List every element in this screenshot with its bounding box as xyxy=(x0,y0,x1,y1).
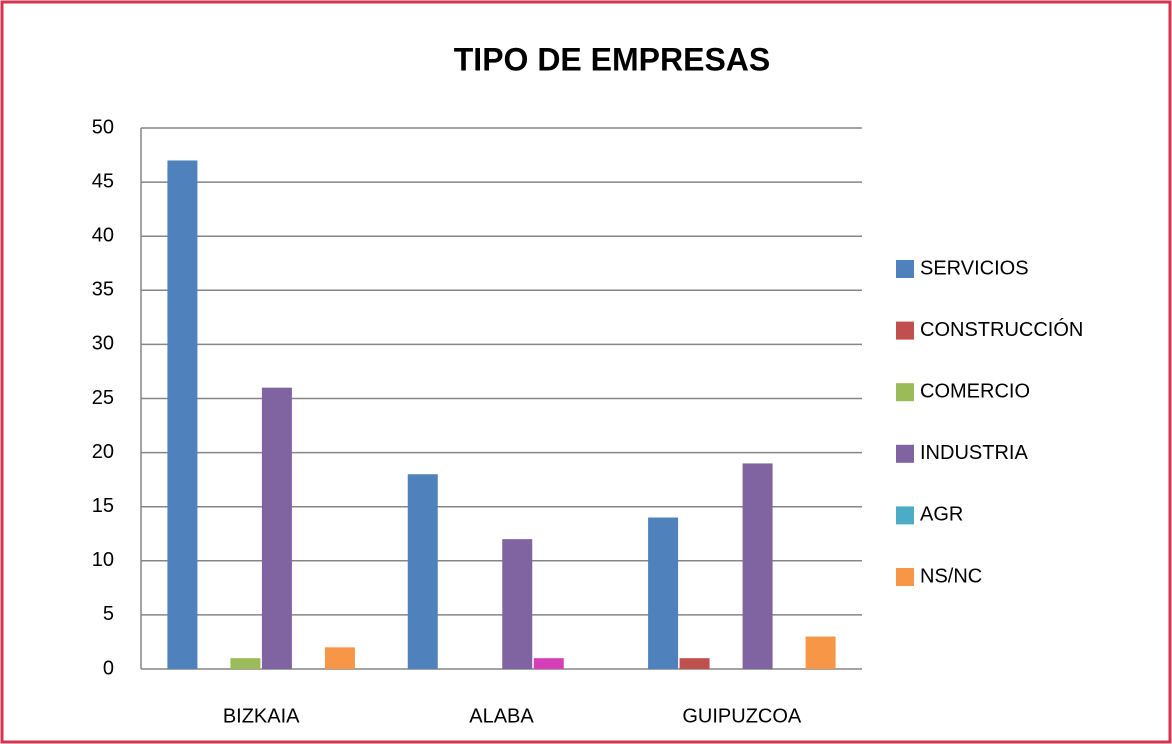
y-tick-label: 50 xyxy=(92,116,114,138)
legend-label: SERVICIOS xyxy=(920,257,1029,279)
bar xyxy=(533,658,564,669)
bar xyxy=(167,160,198,669)
bar xyxy=(261,387,292,669)
y-tick-label: 45 xyxy=(92,170,114,192)
chart-title: TIPO DE EMPRESAS xyxy=(454,41,771,77)
bar xyxy=(407,474,438,669)
legend-label: AGR xyxy=(920,504,963,526)
legend-label: NS/NC xyxy=(920,565,982,587)
y-tick-label: 0 xyxy=(103,657,114,679)
y-tick-label: 30 xyxy=(92,333,114,355)
legend-swatch xyxy=(896,321,914,340)
y-tick-label: 10 xyxy=(92,549,114,571)
bar xyxy=(230,658,261,669)
y-tick-label: 40 xyxy=(92,224,114,246)
legend-swatch xyxy=(896,383,914,402)
legend-swatch xyxy=(896,568,914,586)
y-tick-label: 5 xyxy=(103,603,114,625)
legend-label: INDUSTRIA xyxy=(920,442,1028,464)
bar xyxy=(742,463,773,669)
bar xyxy=(805,636,836,669)
y-tick-label: 20 xyxy=(92,441,114,463)
bar xyxy=(502,539,533,669)
x-tick-label: GUIPUZCOA xyxy=(682,705,802,727)
y-tick-label: 25 xyxy=(92,387,114,409)
y-tick-label: 35 xyxy=(92,279,114,301)
legend-label: COMERCIO xyxy=(920,380,1030,402)
bar xyxy=(679,658,710,669)
y-tick-label: 15 xyxy=(92,495,114,517)
legend-label: CONSTRUCCIÓN xyxy=(920,318,1083,341)
bar xyxy=(648,517,679,669)
legend-swatch xyxy=(896,260,914,278)
legend-swatch xyxy=(896,506,914,525)
legend-swatch xyxy=(896,444,914,463)
x-tick-label: BIZKAIA xyxy=(223,705,300,727)
bar xyxy=(324,647,355,669)
x-tick-label: ALABA xyxy=(469,705,534,727)
